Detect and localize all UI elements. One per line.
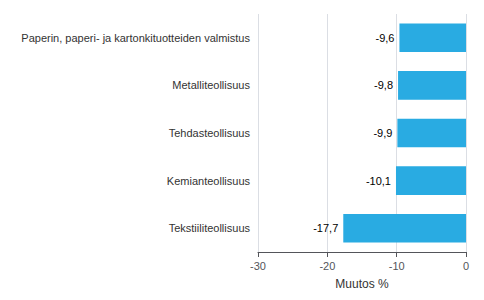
svg-text:-10,1: -10,1 bbox=[366, 175, 391, 187]
svg-text:0: 0 bbox=[463, 260, 469, 272]
svg-text:-20: -20 bbox=[319, 260, 335, 272]
svg-text:Tehdasteollisuus: Tehdasteollisuus bbox=[169, 127, 251, 139]
svg-text:Tekstiiliteollisuus: Tekstiiliteollisuus bbox=[169, 222, 251, 234]
svg-text:-30: -30 bbox=[250, 260, 266, 272]
svg-text:-9,9: -9,9 bbox=[373, 127, 392, 139]
svg-text:-9,8: -9,8 bbox=[374, 79, 393, 91]
svg-text:-10: -10 bbox=[389, 260, 405, 272]
svg-text:Metalliteollisuus: Metalliteollisuus bbox=[172, 79, 250, 91]
svg-text:-17,7: -17,7 bbox=[313, 222, 338, 234]
svg-text:Kemianteollisuus: Kemianteollisuus bbox=[167, 175, 251, 187]
svg-text:Paperin, paperi- ja kartonkitu: Paperin, paperi- ja kartonkituotteiden v… bbox=[21, 32, 250, 44]
svg-text:-9,6: -9,6 bbox=[375, 32, 394, 44]
svg-text:Muutos %: Muutos % bbox=[335, 277, 389, 291]
